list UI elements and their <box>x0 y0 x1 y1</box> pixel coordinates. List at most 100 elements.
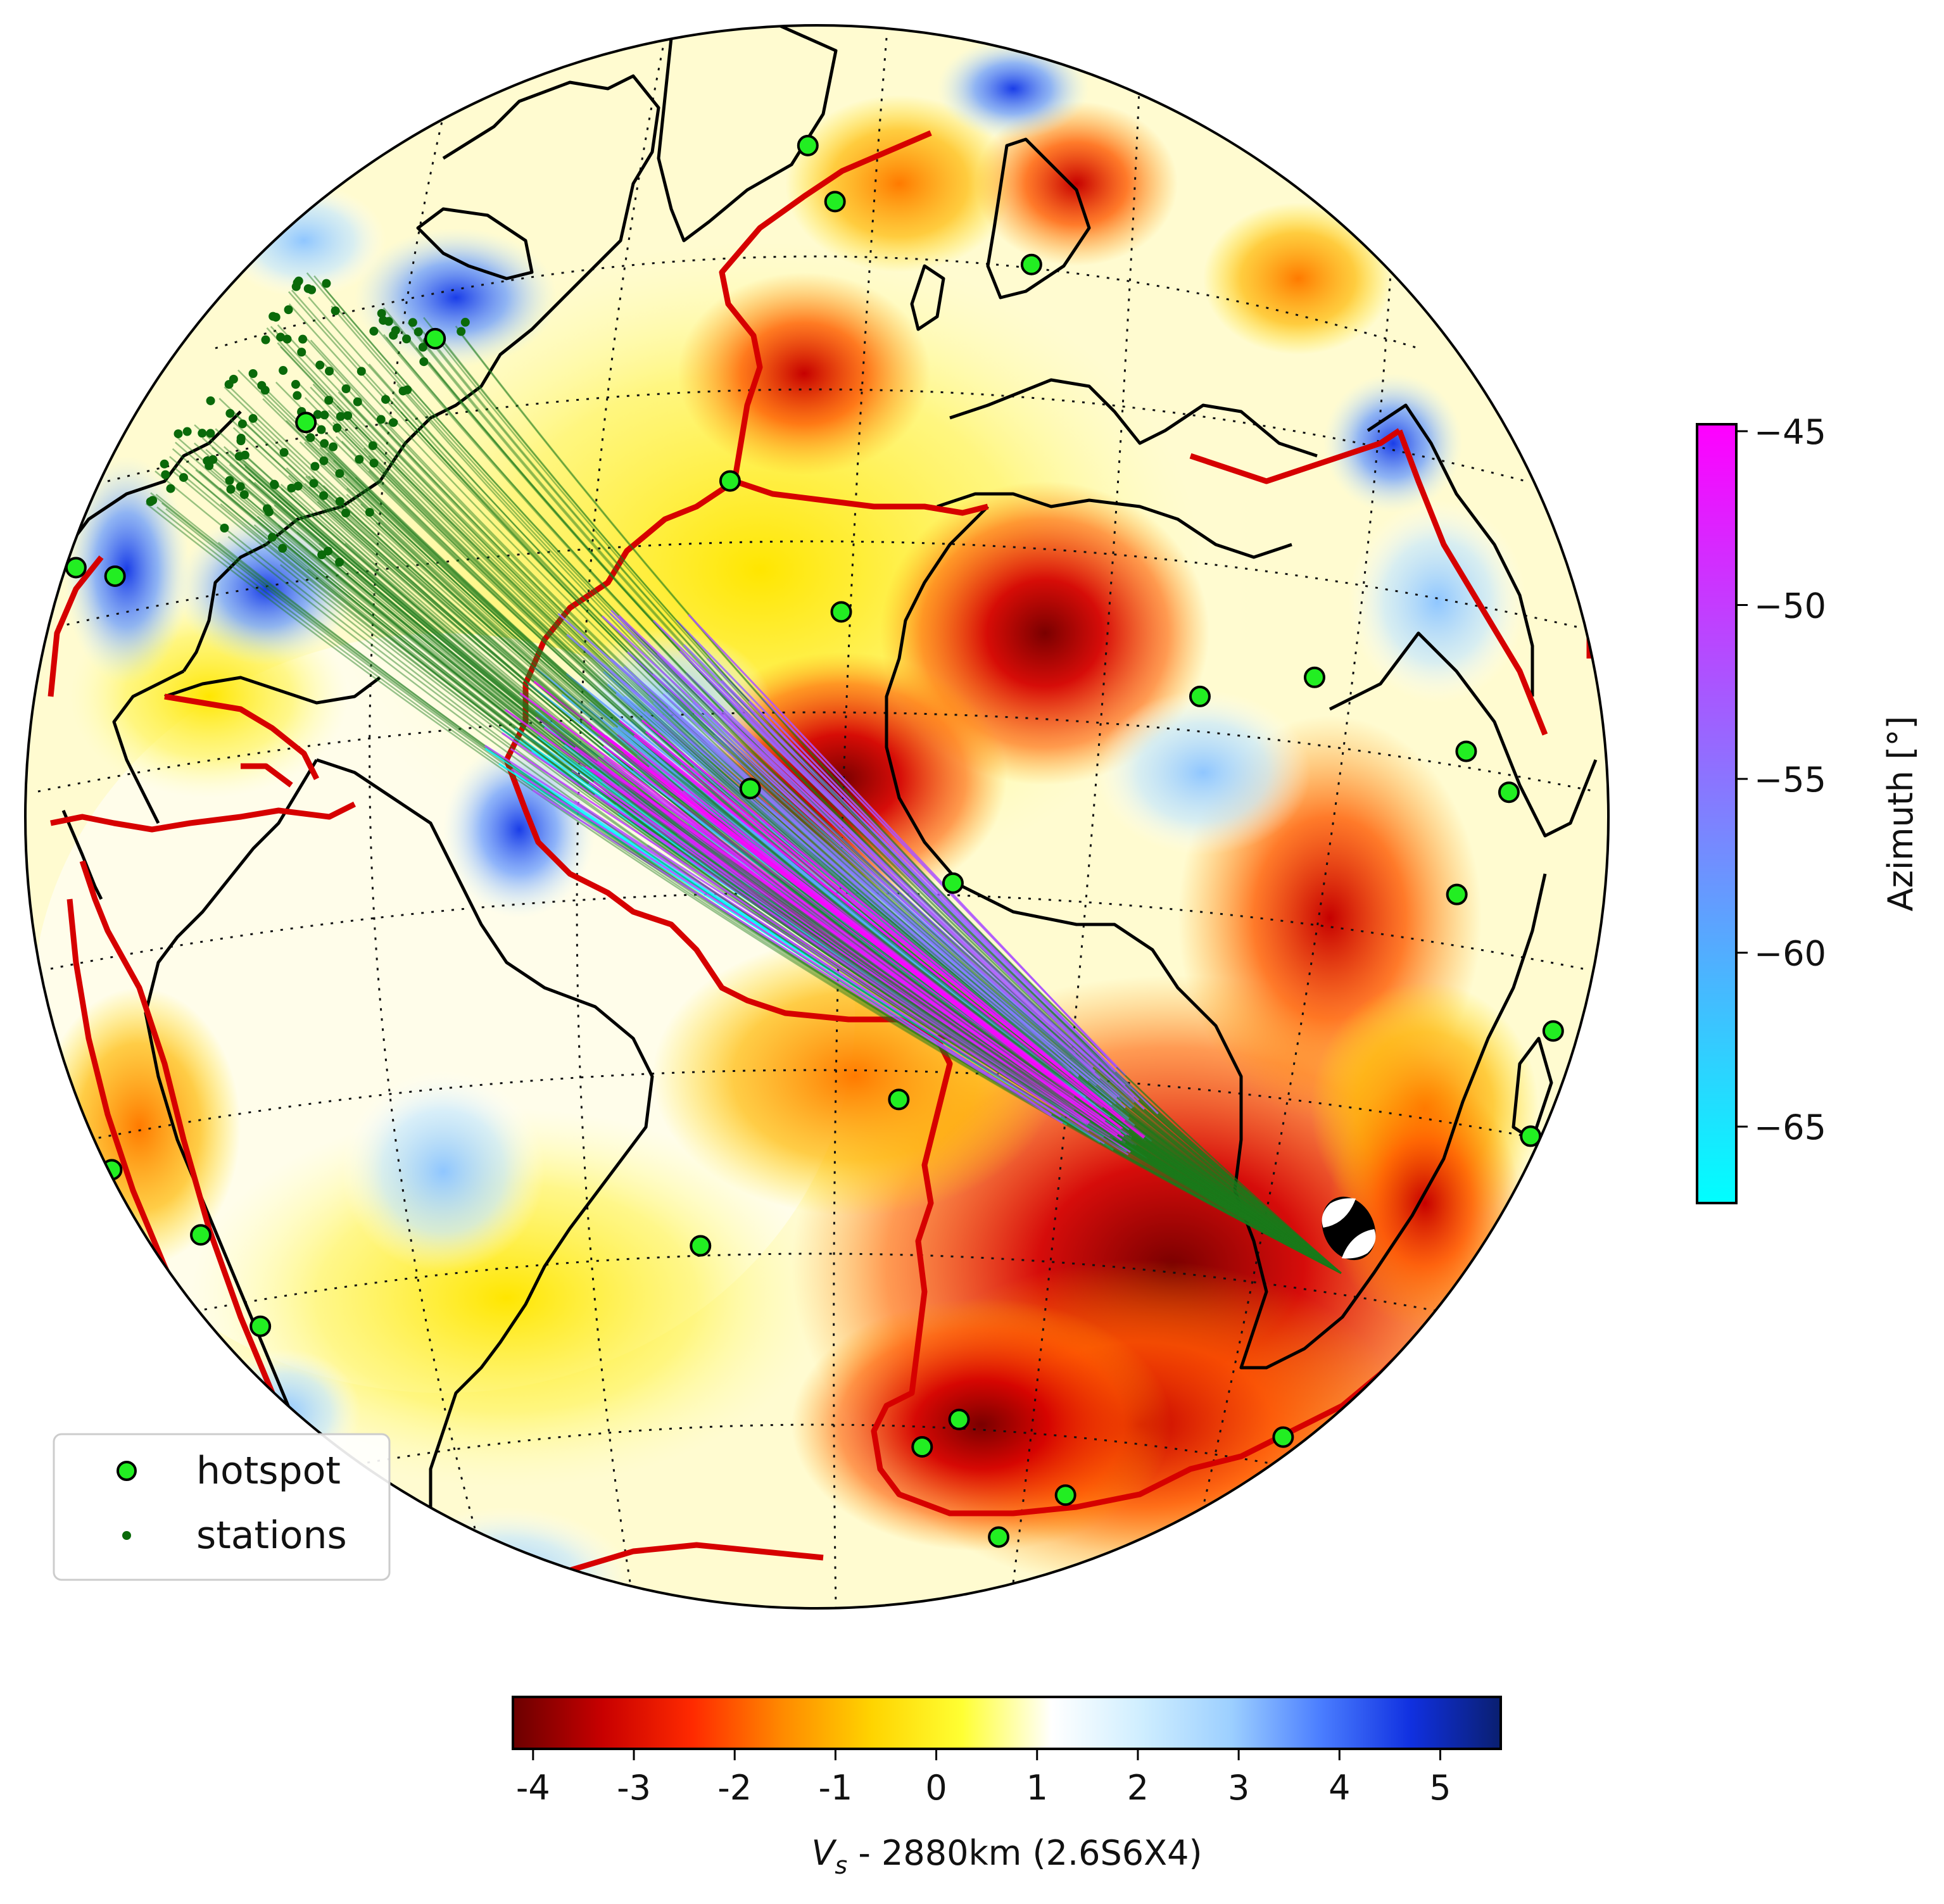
station-marker <box>335 469 344 478</box>
hotspot-marker <box>988 1526 1010 1548</box>
ray-diffracted-segment <box>607 683 1115 1110</box>
station-marker <box>284 305 293 315</box>
ray-diffracted-segment <box>534 667 1111 1118</box>
ray-diffracted-segment <box>633 734 1145 1139</box>
hotspot-marker <box>690 1235 712 1257</box>
station-marker <box>279 448 289 457</box>
station-marker <box>341 384 351 394</box>
legend-stations-label: stations <box>196 1513 347 1558</box>
vs-tick-label: 3 <box>1228 1768 1249 1808</box>
hotspot-marker <box>1498 781 1520 804</box>
station-marker <box>206 396 215 405</box>
ray-path <box>156 506 1342 1274</box>
ray-path <box>286 467 1342 1274</box>
hotspot-marker <box>1272 1426 1294 1448</box>
ray-path <box>279 564 1342 1274</box>
vs-colorbar: -4 -3 -2 -1 0 1 2 3 4 5 Vs - 2880km (2.6S6X4) <box>512 1696 1502 1879</box>
ray-path <box>308 296 1342 1274</box>
station-marker <box>369 458 379 468</box>
hotspot-marker <box>424 327 446 350</box>
hotspot-marker <box>824 191 846 213</box>
station-marker <box>310 462 320 471</box>
ray-diffracted-segment <box>609 754 1097 1116</box>
hotspots <box>65 134 1564 1548</box>
station-marker <box>368 441 377 450</box>
station-marker <box>293 391 302 400</box>
hotspot-marker <box>104 565 126 587</box>
ray-diffracted-segment <box>652 673 1120 1098</box>
station-marker <box>401 334 411 344</box>
ray-diffracted-segment <box>667 707 1098 1086</box>
station-marker <box>419 357 429 367</box>
coastlines <box>49 25 1598 1585</box>
station-marker <box>261 335 270 344</box>
station-marker <box>270 479 279 489</box>
ray-diffracted-segment <box>603 745 1106 1122</box>
station-marker <box>271 312 281 322</box>
ray-diffracted-segment <box>585 766 1123 1142</box>
station-marker <box>403 385 412 394</box>
legend: hotspot stations <box>53 1433 391 1581</box>
ray-diffracted-segment <box>748 700 1116 1073</box>
hotspot-marker <box>888 1088 910 1111</box>
ray-path <box>155 470 1342 1274</box>
station-marker <box>257 381 267 390</box>
ray-path <box>455 325 1342 1274</box>
ray-path <box>249 422 1342 1274</box>
station-marker <box>353 397 362 407</box>
ray-path <box>145 503 1342 1274</box>
hotspot-marker <box>1303 666 1325 688</box>
ray-path <box>265 388 1342 1274</box>
ray-path <box>367 514 1342 1274</box>
station-marker <box>182 427 192 436</box>
station-marker <box>161 470 170 479</box>
ray-path <box>291 289 1342 1274</box>
station-marker <box>320 410 329 420</box>
vs-colorbar-ticks: -4 -3 -2 -1 0 1 2 3 4 5 <box>516 1749 1451 1808</box>
ray-path <box>215 428 1342 1274</box>
hotspot-marker <box>1542 1020 1564 1042</box>
ray-path <box>169 456 1342 1274</box>
ray-path <box>212 460 1342 1274</box>
station-marker <box>298 334 308 344</box>
globe-map <box>25 25 1608 1608</box>
ray-path <box>172 470 1342 1274</box>
ray-diffracted-segment <box>610 658 1097 1087</box>
station-marker <box>343 411 353 420</box>
hotspot-marker <box>797 134 819 156</box>
station-marker <box>369 327 379 336</box>
vs-tick-label: -4 <box>516 1768 550 1808</box>
ray-diffracted-segment <box>662 693 1118 1099</box>
azimuth-tick-label: −55 <box>1754 760 1826 800</box>
legend-hotspot-label: hotspot <box>196 1449 341 1493</box>
station-marker <box>408 318 417 327</box>
station-marker <box>225 476 234 485</box>
hotspot-marker <box>249 1315 272 1337</box>
azimuth-colorbar-label: Azimuth [°] <box>1881 716 1921 912</box>
focal-mechanism-beachball <box>1322 1196 1376 1261</box>
ray-diffracted-segment <box>601 615 1101 1080</box>
vs-tick-label: -2 <box>717 1768 752 1808</box>
vs-tick-label: -3 <box>617 1768 651 1808</box>
station-marker <box>384 317 393 326</box>
ray-path <box>184 469 1342 1274</box>
ray-path <box>460 333 1342 1274</box>
legend-hotspot-marker <box>117 1461 137 1481</box>
ray-diffracted-segment <box>618 615 1094 1068</box>
station-marker <box>309 479 319 488</box>
ray-diffracted-segment <box>532 789 1063 1124</box>
station-marker <box>248 413 258 423</box>
station-marker <box>365 508 374 517</box>
ray-path <box>280 484 1342 1274</box>
ray-diffracted-segment <box>557 613 1089 1081</box>
station-marker <box>307 285 317 294</box>
station-marker <box>418 343 427 352</box>
station-marker <box>324 546 333 556</box>
ray-diffracted-segment <box>617 726 1087 1098</box>
vs-tick-label: 5 <box>1429 1768 1451 1808</box>
ray-diffracted-segment <box>543 726 1101 1126</box>
ray-paths <box>145 272 1342 1274</box>
ray-diffracted-segment <box>723 710 1146 1110</box>
ray-path <box>280 346 1342 1274</box>
